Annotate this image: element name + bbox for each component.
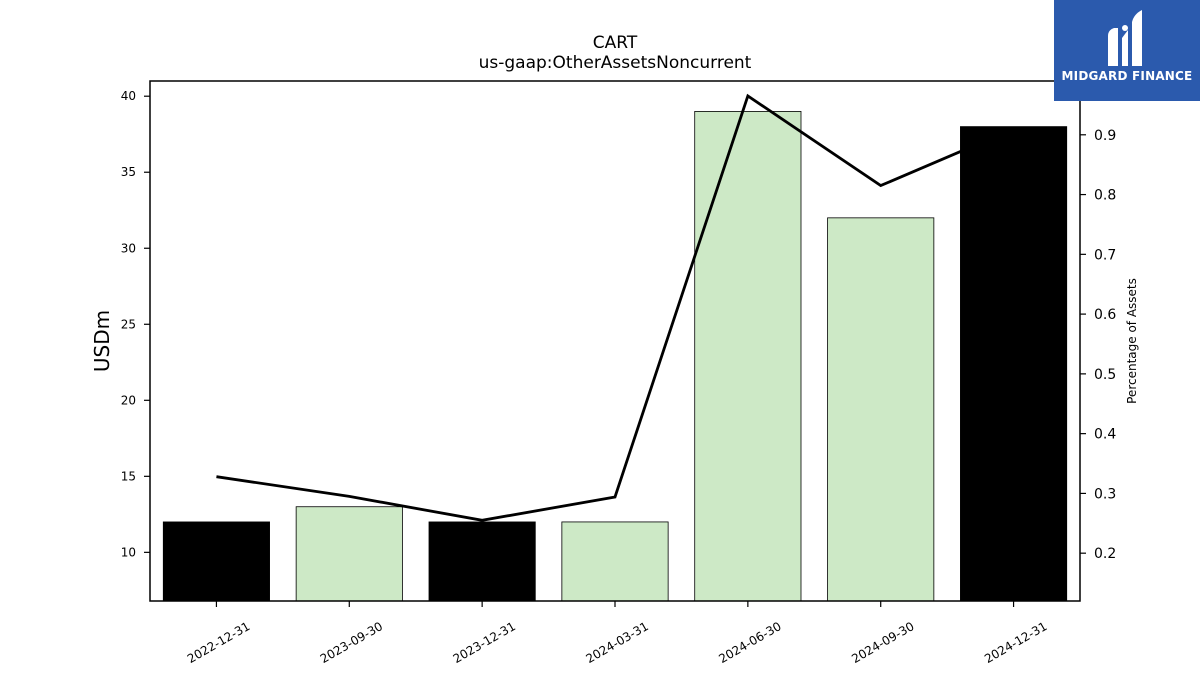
y-axis-label: USDm xyxy=(90,310,114,372)
y-tick-label: 15 xyxy=(121,469,136,483)
x-tick-label: 2022-12-31 xyxy=(185,619,252,666)
x-tick-label: 2023-09-30 xyxy=(318,619,385,666)
y-tick-label: 20 xyxy=(121,393,136,407)
bar-2022-12-31 xyxy=(162,521,270,602)
bar-2024-09-30 xyxy=(827,217,935,602)
x-tick-label: 2024-03-31 xyxy=(583,619,650,666)
x-tick-label: 2024-12-31 xyxy=(982,619,1049,666)
chart-title: CART xyxy=(593,33,638,53)
y-tick-label: 35 xyxy=(121,165,136,179)
bar-2024-12-31 xyxy=(960,126,1068,602)
y-tick-label: 25 xyxy=(121,317,136,331)
y2-tick-label: 0.4 xyxy=(1094,427,1116,443)
y2-tick-label: 0.9 xyxy=(1094,128,1116,144)
bar-2023-09-30 xyxy=(295,506,403,602)
x-tick-label: 2024-06-30 xyxy=(716,619,783,666)
y-tick-label: 10 xyxy=(121,545,136,559)
bar-2023-12-31 xyxy=(428,521,536,602)
logo-mark-icon xyxy=(1108,10,1142,66)
logo-text: MIDGARD FINANCE xyxy=(1061,69,1193,83)
x-tick-label: 2023-12-31 xyxy=(451,619,518,666)
y2-tick-label: 0.8 xyxy=(1094,188,1116,204)
y-tick-label: 40 xyxy=(121,89,136,103)
y2-tick-label: 0.2 xyxy=(1094,546,1116,562)
x-tick-label: 2024-09-30 xyxy=(849,619,916,666)
bar-2024-06-30 xyxy=(694,111,802,602)
y-tick-label: 30 xyxy=(121,241,136,255)
x-axis: 2022-12-31 2023-09-30 2023-12-31 2024-03-31… xyxy=(185,601,1049,666)
y-axis-right: 0.2 0.3 0.4 0.5 0.6 0.7 0.8 0.9 xyxy=(1080,128,1116,562)
line-group xyxy=(216,93,1015,522)
y2-tick-label: 0.7 xyxy=(1094,247,1116,263)
y2-tick-label: 0.5 xyxy=(1094,367,1116,383)
y-axis-left: 10 15 20 25 30 35 40 xyxy=(121,89,150,559)
bar-2024-03-31 xyxy=(561,521,669,602)
bars-group xyxy=(162,111,1068,602)
y2-tick-label: 0.3 xyxy=(1094,486,1116,502)
chart-subtitle: us-gaap:OtherAssetsNoncurrent xyxy=(479,53,752,73)
brand-logo: MIDGARD FINANCE xyxy=(1054,0,1200,101)
y2-tick-label: 0.6 xyxy=(1094,307,1116,323)
y2-axis-label: Percentage of Assets xyxy=(1125,278,1139,404)
